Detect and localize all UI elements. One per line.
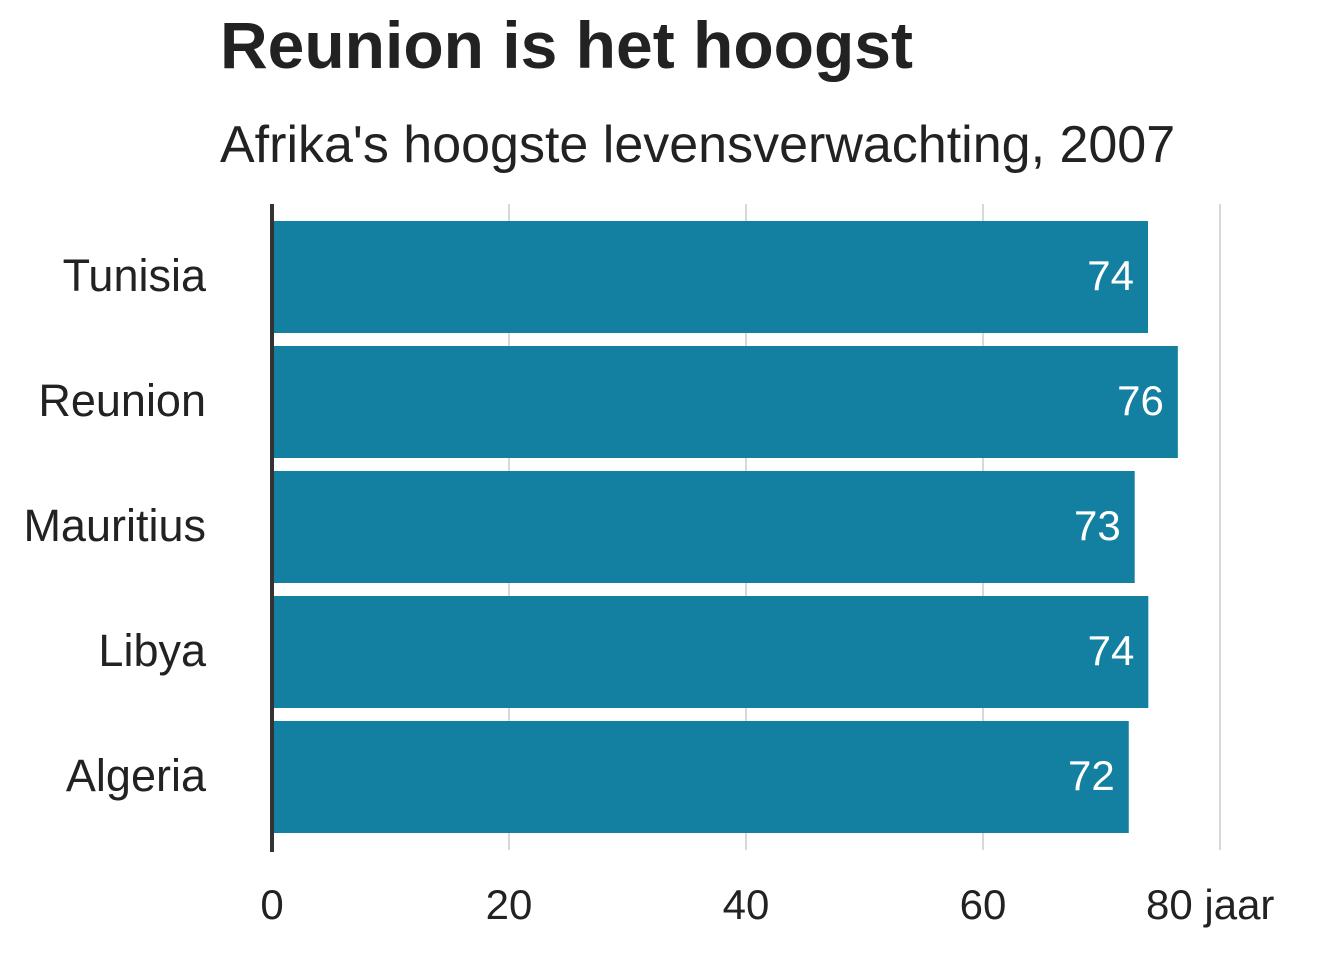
category-label: Algeria xyxy=(66,750,207,801)
category-label: Tunisia xyxy=(63,250,207,301)
bar-algeria xyxy=(272,721,1129,833)
bar-tunisia xyxy=(272,221,1148,333)
bar-libya xyxy=(272,596,1149,708)
x-tick-label: 40 xyxy=(723,881,770,928)
value-label: 74 xyxy=(1087,252,1134,299)
bar-mauritius xyxy=(272,471,1135,583)
value-label: 76 xyxy=(1117,377,1164,424)
chart-title: Reunion is het hoogst xyxy=(220,8,913,82)
x-tick-labels: 0 20 40 60 80 jaar xyxy=(260,881,1274,928)
category-label: Libya xyxy=(98,625,207,676)
x-tick-label: 80 jaar xyxy=(1146,881,1274,928)
chart-subtitle: Afrika's hoogste levensverwachting, 2007 xyxy=(220,116,1176,174)
category-label: Mauritius xyxy=(23,500,206,551)
x-tick-label: 20 xyxy=(486,881,533,928)
value-label: 73 xyxy=(1074,502,1121,549)
bars xyxy=(272,221,1178,833)
category-label: Reunion xyxy=(38,375,206,426)
value-label: 72 xyxy=(1068,752,1115,799)
x-tick-label: 60 xyxy=(960,881,1007,928)
x-tick-label: 0 xyxy=(260,881,283,928)
value-label: 74 xyxy=(1088,627,1135,674)
bar-reunion xyxy=(272,346,1178,458)
value-labels: 74 76 73 74 72 xyxy=(1068,252,1164,799)
category-labels: Tunisia Reunion Mauritius Libya Algeria xyxy=(23,250,207,801)
